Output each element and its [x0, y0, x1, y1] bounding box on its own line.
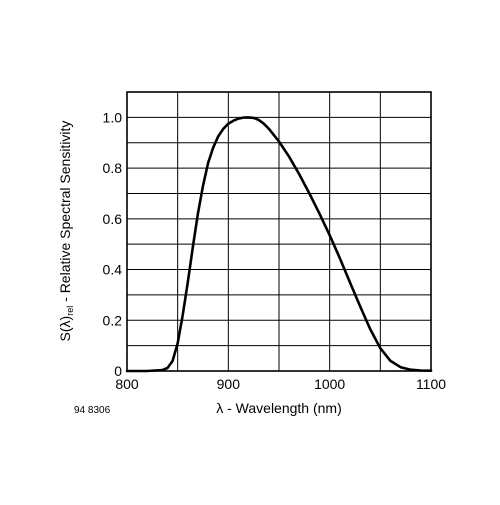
- data-point: [359, 305, 361, 308]
- x-tick-label: 1100: [416, 376, 446, 392]
- data-point: [308, 192, 311, 195]
- data-point: [176, 342, 179, 344]
- data-point: [191, 245, 194, 248]
- data-point: [222, 127, 225, 130]
- data-point: [161, 369, 164, 371]
- data-point: [379, 347, 382, 350]
- x-tick-label: 800: [115, 376, 139, 392]
- data-point: [430, 369, 432, 372]
- y-axis-title-subscript: rel: [65, 306, 75, 316]
- data-point: [318, 212, 321, 215]
- y-tick-label: 0.2: [103, 312, 123, 328]
- data-point: [146, 370, 149, 372]
- data-point: [288, 155, 291, 158]
- data-point: [252, 116, 255, 119]
- tick-labels: 800 900 1000 1100 0 0.2 0.4 0.6 0.8 1.0: [103, 109, 447, 392]
- data-point: [267, 127, 270, 130]
- plot-frame: [126, 91, 432, 372]
- data-point: [197, 212, 199, 215]
- data-point: [232, 119, 235, 122]
- x-axis-title: λ - Wavelength (nm): [216, 400, 342, 416]
- data-point: [298, 173, 301, 176]
- data-point: [227, 122, 230, 125]
- data-point: [262, 122, 265, 125]
- data-point: [171, 359, 174, 362]
- data-point: [207, 162, 209, 164]
- y-axis-title-prefix: S(λ): [57, 316, 73, 342]
- data-point: [237, 117, 240, 120]
- figure-code: 94 8306: [74, 405, 111, 416]
- x-tick-label: 900: [217, 376, 241, 392]
- y-tick-label: 0: [114, 363, 122, 379]
- data-point: [419, 369, 422, 372]
- grid: [126, 91, 432, 372]
- x-tick-label: 1000: [314, 376, 345, 392]
- data-point: [278, 140, 280, 143]
- data-point: [181, 314, 184, 317]
- data-point: [166, 367, 169, 369]
- y-tick-label: 0.4: [103, 262, 123, 278]
- y-tick-label: 1.0: [103, 109, 123, 125]
- data-point: [328, 234, 331, 237]
- data-point: [338, 257, 341, 260]
- series-layer: [125, 116, 433, 373]
- data-point: [202, 184, 204, 187]
- data-point: [242, 116, 245, 119]
- data-point: [369, 328, 372, 331]
- data-point: [186, 281, 189, 284]
- data-point: [247, 116, 250, 119]
- data-point: [212, 146, 215, 149]
- data-point: [399, 366, 402, 369]
- data-point: [349, 281, 351, 284]
- y-axis-title-suffix: - Relative Spectral Sensitivity: [57, 121, 73, 306]
- data-point: [217, 135, 220, 138]
- data-point: [389, 359, 392, 362]
- y-tick-label: 0.8: [103, 160, 123, 176]
- y-axis-title: S(λ)rel - Relative Spectral Sensitivity: [57, 121, 75, 342]
- data-point: [126, 370, 128, 372]
- data-point: [409, 368, 412, 371]
- sensitivity-curve: [125, 116, 433, 373]
- data-point: [257, 119, 260, 121]
- y-tick-label: 0.6: [103, 211, 123, 227]
